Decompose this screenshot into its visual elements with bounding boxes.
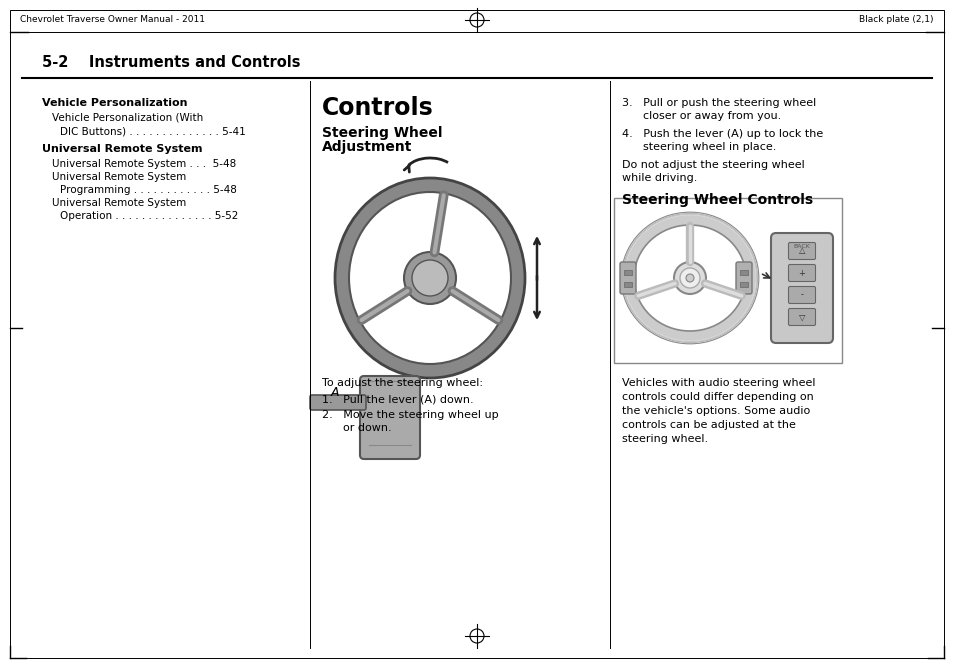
Text: Steering Wheel Controls: Steering Wheel Controls (621, 193, 812, 207)
Text: 3.   Pull or push the steering wheel: 3. Pull or push the steering wheel (621, 98, 816, 108)
FancyBboxPatch shape (788, 242, 815, 259)
Circle shape (403, 252, 456, 304)
Text: Programming . . . . . . . . . . . . 5-48: Programming . . . . . . . . . . . . 5-48 (60, 185, 236, 195)
Text: Universal Remote System . . .  5-48: Universal Remote System . . . 5-48 (52, 159, 236, 169)
Text: Universal Remote System: Universal Remote System (42, 144, 202, 154)
Bar (623, 270, 631, 275)
Text: closer or away from you.: closer or away from you. (621, 111, 781, 121)
Circle shape (679, 268, 700, 288)
Text: A: A (331, 387, 339, 399)
Ellipse shape (349, 192, 511, 364)
Text: -: - (800, 291, 802, 299)
Text: Vehicle Personalization (With: Vehicle Personalization (With (52, 113, 203, 123)
FancyBboxPatch shape (788, 287, 815, 303)
Text: 4.   Push the lever (A) up to lock the: 4. Push the lever (A) up to lock the (621, 129, 822, 139)
Text: Chevrolet Traverse Owner Manual - 2011: Chevrolet Traverse Owner Manual - 2011 (20, 15, 205, 25)
Text: Steering Wheel: Steering Wheel (322, 126, 442, 140)
Circle shape (673, 262, 705, 294)
Text: To adjust the steering wheel:: To adjust the steering wheel: (322, 378, 482, 388)
Text: steering wheel in place.: steering wheel in place. (621, 142, 776, 152)
Text: Do not adjust the steering wheel: Do not adjust the steering wheel (621, 160, 804, 170)
FancyBboxPatch shape (770, 233, 832, 343)
Ellipse shape (335, 178, 524, 378)
Bar (740, 282, 747, 287)
FancyBboxPatch shape (619, 262, 636, 294)
Text: DIC Buttons) . . . . . . . . . . . . . . 5-41: DIC Buttons) . . . . . . . . . . . . . .… (60, 126, 246, 136)
Text: Vehicles with audio steering wheel
controls could differ depending on
the vehicl: Vehicles with audio steering wheel contr… (621, 378, 815, 444)
Text: △: △ (798, 246, 804, 255)
FancyBboxPatch shape (788, 309, 815, 325)
Text: Vehicle Personalization: Vehicle Personalization (42, 98, 188, 108)
FancyBboxPatch shape (359, 376, 419, 459)
Text: +: + (798, 269, 804, 277)
Text: BACK: BACK (793, 244, 810, 248)
Text: Universal Remote System: Universal Remote System (52, 172, 186, 182)
FancyBboxPatch shape (735, 262, 751, 294)
Ellipse shape (634, 225, 745, 331)
Text: 5-2    Instruments and Controls: 5-2 Instruments and Controls (42, 55, 300, 70)
Text: or down.: or down. (322, 423, 392, 433)
Circle shape (412, 260, 448, 296)
Text: Operation . . . . . . . . . . . . . . . 5-52: Operation . . . . . . . . . . . . . . . … (60, 211, 238, 221)
Text: ▽: ▽ (798, 313, 804, 321)
Bar (614, 198, 841, 363)
Circle shape (685, 274, 693, 282)
Bar (623, 282, 631, 287)
Text: 2.   Move the steering wheel up: 2. Move the steering wheel up (322, 410, 498, 420)
Text: Adjustment: Adjustment (322, 140, 412, 154)
FancyBboxPatch shape (310, 395, 366, 410)
Text: Black plate (2,1): Black plate (2,1) (859, 15, 933, 25)
Ellipse shape (621, 213, 758, 343)
Bar (740, 270, 747, 275)
Text: 1.   Pull the lever (A) down.: 1. Pull the lever (A) down. (322, 394, 473, 404)
Text: Universal Remote System: Universal Remote System (52, 198, 186, 208)
Text: while driving.: while driving. (621, 173, 697, 183)
Text: Controls: Controls (322, 96, 434, 120)
FancyBboxPatch shape (788, 265, 815, 281)
